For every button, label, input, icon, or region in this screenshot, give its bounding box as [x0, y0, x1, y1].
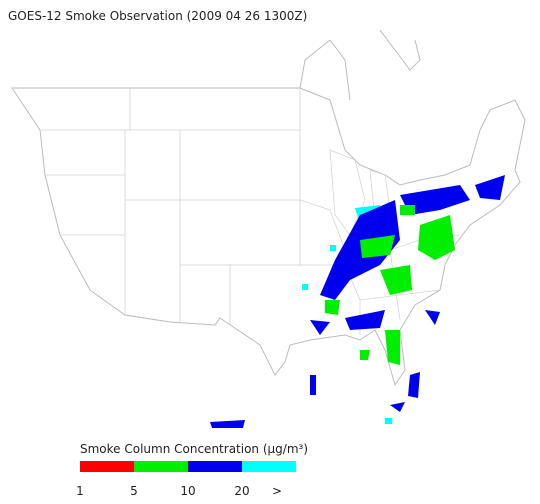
legend-label: > [272, 484, 282, 498]
basemap [11, 29, 526, 387]
legend-title: Smoke Column Concentration (μg/m³) [80, 442, 308, 456]
legend-swatch [242, 461, 296, 472]
legend-label: 20 [234, 484, 249, 498]
legend-swatch [134, 461, 188, 472]
legend-swatch [80, 461, 134, 472]
legend-label: 5 [130, 484, 138, 498]
smoke-areas [210, 175, 505, 428]
legend-label: 1 [76, 484, 84, 498]
map-title: GOES-12 Smoke Observation (2009 04 26 13… [8, 9, 307, 23]
legend-label: 10 [180, 484, 195, 498]
legend-swatch [188, 461, 242, 472]
